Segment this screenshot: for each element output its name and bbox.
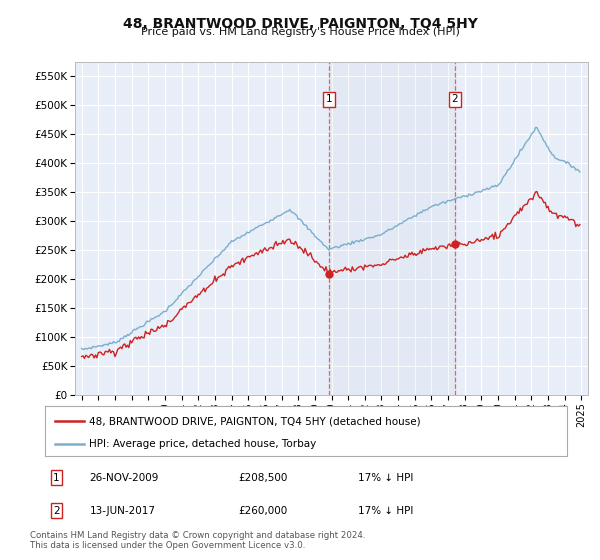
- Text: £208,500: £208,500: [238, 473, 287, 483]
- Text: £260,000: £260,000: [238, 506, 287, 516]
- Text: 26-NOV-2009: 26-NOV-2009: [89, 473, 159, 483]
- Text: 1: 1: [325, 94, 332, 104]
- Text: 48, BRANTWOOD DRIVE, PAIGNTON, TQ4 5HY (detached house): 48, BRANTWOOD DRIVE, PAIGNTON, TQ4 5HY (…: [89, 416, 421, 426]
- Text: 2: 2: [452, 94, 458, 104]
- Text: Contains HM Land Registry data © Crown copyright and database right 2024.
This d: Contains HM Land Registry data © Crown c…: [30, 531, 365, 550]
- Text: 2: 2: [53, 506, 60, 516]
- Text: HPI: Average price, detached house, Torbay: HPI: Average price, detached house, Torb…: [89, 439, 317, 449]
- Text: 17% ↓ HPI: 17% ↓ HPI: [358, 473, 413, 483]
- Text: 48, BRANTWOOD DRIVE, PAIGNTON, TQ4 5HY: 48, BRANTWOOD DRIVE, PAIGNTON, TQ4 5HY: [122, 17, 478, 31]
- Text: 17% ↓ HPI: 17% ↓ HPI: [358, 506, 413, 516]
- Text: Price paid vs. HM Land Registry's House Price Index (HPI): Price paid vs. HM Land Registry's House …: [140, 27, 460, 37]
- Text: 13-JUN-2017: 13-JUN-2017: [89, 506, 155, 516]
- Text: 1: 1: [53, 473, 60, 483]
- Bar: [329, 62, 455, 395]
